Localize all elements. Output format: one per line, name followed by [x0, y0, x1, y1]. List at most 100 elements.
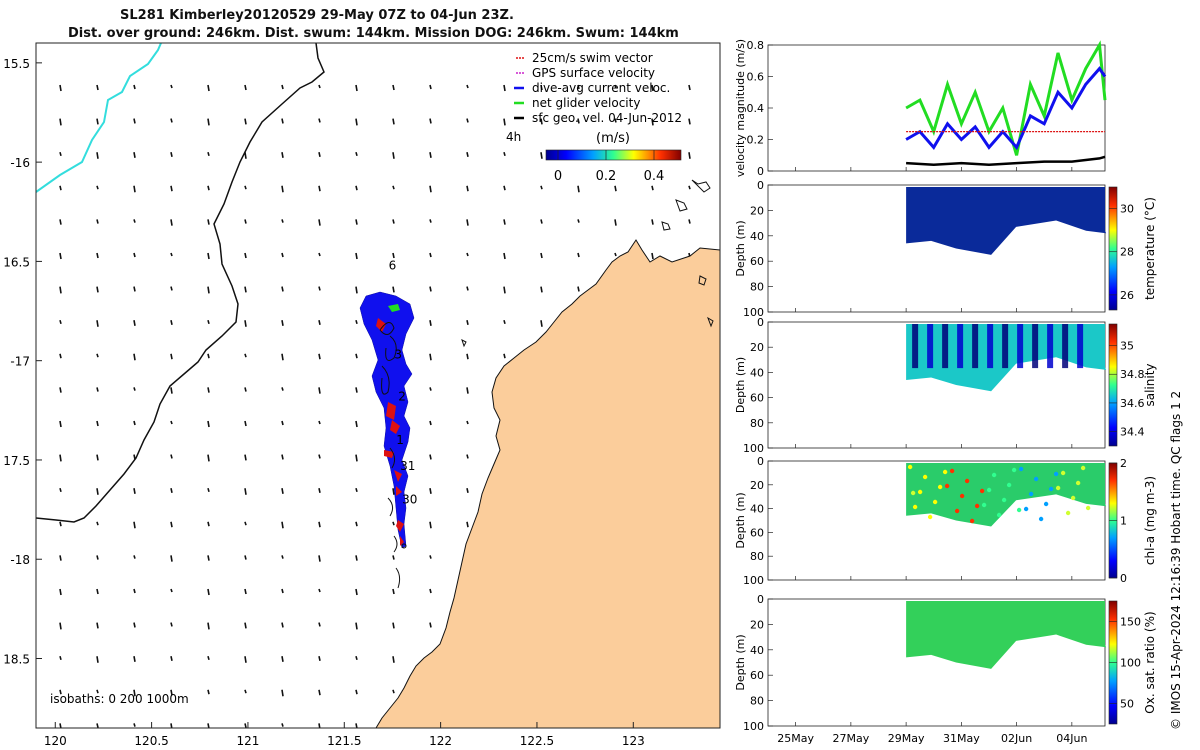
- velocity-arrow: [577, 521, 580, 529]
- velocity-arrow: [281, 353, 284, 361]
- chl-dot: [1080, 465, 1086, 471]
- velocity-arrow: [503, 521, 506, 527]
- velocity-arrow: [466, 555, 469, 562]
- panel-ytick-label: 100: [743, 442, 764, 455]
- salinity-band: [1077, 324, 1084, 369]
- velocity-arrow: [207, 387, 210, 393]
- velocity-arrow: [651, 219, 654, 225]
- velocity-arrow: [688, 118, 691, 125]
- velocity-arrow: [59, 555, 62, 561]
- velocity-arrow: [429, 286, 432, 292]
- velocity-arrow: [318, 286, 321, 291]
- legend-label: dive-avg current veloc.: [532, 81, 670, 95]
- velocity-arrow: [688, 152, 691, 159]
- time-tick-label: 02Jun: [1001, 732, 1032, 745]
- salinity-band: [1017, 324, 1024, 369]
- velocity-arrow: [688, 588, 691, 595]
- map-xtick-label: 122.5: [520, 734, 554, 748]
- day-labels: 6 3 2 1 31 30: [389, 258, 418, 506]
- velocity-arrow: [614, 454, 617, 459]
- velocity-arrow: [355, 588, 358, 596]
- velocity-arrow: [170, 689, 173, 696]
- chl-dot: [1043, 501, 1049, 507]
- velocity-arrow: [577, 454, 580, 460]
- series-line: [905, 66, 1107, 151]
- chl-dot: [1055, 485, 1061, 491]
- velocity-arrow: [577, 185, 580, 193]
- chl-dot: [996, 512, 1002, 518]
- chl-dot: [1023, 506, 1029, 512]
- chl-dot: [991, 472, 997, 478]
- time-tick-label: 31May: [943, 732, 980, 745]
- velocity-arrow: [133, 252, 136, 258]
- velocity-arrow: [540, 219, 543, 224]
- velocity-arrow: [614, 152, 617, 157]
- velocity-arrow: [540, 84, 543, 91]
- velocity-arrow: [392, 320, 395, 327]
- velocity-arrow: [651, 319, 654, 325]
- velocity-arrow: [133, 286, 136, 292]
- velocity-arrow: [577, 723, 580, 727]
- panel-frame: [767, 321, 1106, 449]
- velocity-arrow: [688, 521, 691, 526]
- velocity-arrow: [207, 622, 210, 630]
- map-xtick-label: 122: [429, 734, 452, 748]
- velocity-arrow: [503, 185, 506, 191]
- velocity-arrow: [59, 521, 62, 527]
- velocity-arrow: [59, 219, 62, 225]
- panel-ytick-label: 20: [750, 204, 764, 217]
- velocity-arrow: [318, 488, 321, 493]
- legend-tick-label: 0: [554, 169, 562, 184]
- legend-label: GPS surface velocity: [532, 66, 655, 80]
- salinity-band: [987, 324, 994, 369]
- velocity-arrow: [133, 488, 136, 494]
- velocity-arrow: [96, 622, 99, 629]
- velocity-arrow: [614, 723, 617, 728]
- time-tick-label: 25May: [777, 732, 814, 745]
- velocity-arrow: [540, 320, 543, 327]
- velocity-arrow: [614, 118, 617, 123]
- salinity-band: [1002, 324, 1009, 369]
- chl-dot: [1085, 505, 1091, 511]
- velocity-arrow: [429, 723, 432, 727]
- velocity-arrow: [281, 387, 284, 391]
- velocity-arrow: [170, 723, 173, 728]
- velocity-arrow: [170, 152, 173, 157]
- velocity-arrow: [207, 118, 210, 126]
- velocity-arrow: [170, 118, 173, 123]
- velocity-arrow: [96, 588, 99, 595]
- side-credit-text: © IMOS 15-Apr-2024 12:16:39 Hobart time.…: [1169, 391, 1183, 730]
- chl-dot: [981, 502, 987, 508]
- velocity-arrow: [651, 353, 654, 359]
- chl-dot: [1070, 495, 1076, 501]
- glider-track-area: [359, 291, 415, 549]
- velocity-arrow: [207, 588, 210, 596]
- velocity-arrow: [688, 420, 691, 427]
- panel-ytick-label: 40: [750, 644, 764, 657]
- chl-dot: [979, 488, 985, 494]
- velocity-arrow: [207, 723, 210, 728]
- map-xtick-label: 123: [622, 734, 645, 748]
- velocity-arrow: [651, 252, 654, 260]
- panel-frame: [767, 460, 1106, 581]
- legend-colorbar: [545, 149, 682, 161]
- velocity-arrow: [540, 353, 543, 358]
- panel-ytick-label: 80: [750, 281, 764, 294]
- velocity-arrow: [355, 420, 358, 428]
- velocity-arrow: [170, 488, 173, 493]
- velocity-arrow: [96, 118, 99, 125]
- time-tick-label: 04Jun: [1056, 732, 1087, 745]
- velocity-arrow: [318, 656, 321, 661]
- velocity-arrow: [281, 454, 284, 460]
- velocity-arrow: [429, 219, 432, 223]
- velocity-arrow: [503, 319, 506, 325]
- velocity-arrow: [540, 286, 543, 293]
- velocity-arrow: [133, 521, 136, 529]
- velocity-arrow: [614, 555, 617, 562]
- panel-3: 0 20 40 60 80 100 Depth (m) 0 1 2 chl-a (mg m-3): [734, 455, 1157, 587]
- velocity-arrow: [429, 387, 432, 391]
- velocity-arrow: [318, 689, 321, 696]
- legend-label: net glider velocity: [532, 96, 640, 110]
- salinity-band: [957, 324, 964, 369]
- chl-dot: [1048, 486, 1054, 492]
